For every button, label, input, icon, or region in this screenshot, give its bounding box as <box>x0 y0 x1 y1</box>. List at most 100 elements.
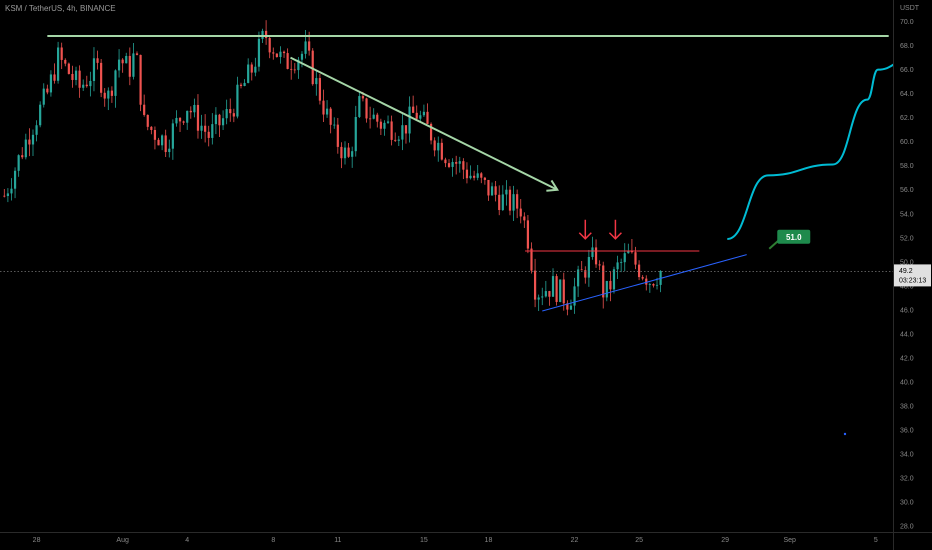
candle-body <box>17 155 20 171</box>
x-tick-label: 25 <box>635 537 643 544</box>
candle-body <box>429 123 433 141</box>
x-tick-label: 15 <box>420 537 428 544</box>
candle-body <box>178 117 182 122</box>
candle-body <box>598 264 601 266</box>
candle-body <box>211 124 214 138</box>
x-tick-label: 11 <box>334 537 341 544</box>
candle-body <box>78 70 81 88</box>
candle-body <box>415 112 418 119</box>
candle-body <box>196 104 200 131</box>
candle-body <box>537 297 540 300</box>
candle-body <box>322 100 325 115</box>
candle-body <box>627 250 630 254</box>
candle-body <box>214 114 217 125</box>
y-tick-label: 62.0 <box>900 115 914 122</box>
candle-body <box>193 104 196 113</box>
triangle-support-line <box>542 254 747 312</box>
candle-body <box>533 270 537 300</box>
candle-body <box>268 38 271 53</box>
candle-body <box>386 121 390 123</box>
target-badge <box>777 229 811 244</box>
candle-body <box>96 58 99 63</box>
candle-body <box>591 247 594 257</box>
candle-body <box>648 284 651 285</box>
candle-body <box>282 51 286 54</box>
candle-body <box>505 189 508 195</box>
candle-body <box>508 189 512 211</box>
candle-body <box>121 59 124 64</box>
y-tick-label: 64.0 <box>900 91 914 98</box>
candle-body <box>49 74 53 93</box>
candle-body <box>412 106 415 113</box>
candle-body <box>315 78 318 85</box>
candle-body <box>501 194 504 211</box>
y-tick-label: 28.0 <box>900 523 914 530</box>
last-price-label: 49.2 <box>899 268 913 275</box>
candle-body <box>239 84 243 86</box>
candle-body <box>333 124 336 126</box>
candle-body <box>89 80 92 87</box>
candle-body <box>379 121 382 129</box>
x-tick-label: 18 <box>485 537 493 544</box>
candle-body <box>6 193 9 197</box>
candle-body <box>336 124 339 147</box>
candle-body <box>641 277 644 279</box>
candle-body <box>577 269 580 287</box>
candle-body <box>390 121 393 140</box>
candle-body <box>408 106 411 134</box>
candle-body <box>437 142 440 151</box>
candle-body <box>157 139 160 146</box>
candle-body <box>587 256 590 278</box>
candle-body <box>609 280 612 290</box>
candle-body <box>221 118 225 126</box>
candle-body <box>143 104 146 115</box>
candle-body <box>229 109 232 114</box>
downtrend-arrow-head <box>546 179 560 192</box>
candle-body <box>376 114 379 122</box>
countdown-label: 03:23:13 <box>899 277 926 284</box>
candle-body <box>340 146 343 159</box>
candle-body <box>236 84 239 117</box>
y-tick-label: 40.0 <box>900 379 914 386</box>
downtrend-arrow-line <box>290 56 558 191</box>
candle-body <box>168 148 171 153</box>
candle-body <box>13 170 17 189</box>
candle-body <box>308 41 311 51</box>
price-axis: USDT 28.0 30.0 32.0 34.0 36.0 38.0 40.0 42.0 44.0… <box>893 0 932 550</box>
sell-arrow-head-icon <box>608 232 622 240</box>
candle-body <box>440 142 443 160</box>
candle-body <box>275 53 278 58</box>
candle-body <box>645 278 648 285</box>
candle-body <box>483 177 486 180</box>
candle-body <box>290 68 293 70</box>
candle-body <box>541 296 544 298</box>
candle-body <box>455 162 458 164</box>
candle-body <box>469 175 472 179</box>
candle-body <box>10 188 13 194</box>
candle-body <box>21 155 24 158</box>
candle-body <box>272 52 275 54</box>
y-tick-label: 58.0 <box>900 163 914 170</box>
x-tick-label: Sep <box>783 537 796 544</box>
chart-title: KSM / TetherUS, 4h, BINANCE <box>5 4 116 13</box>
candle-body <box>247 64 250 83</box>
candle-body <box>458 161 461 164</box>
candle-body <box>204 125 207 132</box>
candle-body <box>401 125 404 140</box>
y-tick-label: 50.0 <box>900 259 914 266</box>
candle-body <box>189 110 192 113</box>
x-tick-label: 8 <box>271 537 275 544</box>
y-tick-label: 52.0 <box>900 235 914 242</box>
candle-body <box>110 90 113 96</box>
y-tick-label: 42.0 <box>900 355 914 362</box>
y-tick-label: 56.0 <box>900 187 914 194</box>
y-tick-label: 66.0 <box>900 67 914 74</box>
candle-body <box>92 58 96 81</box>
candle-body <box>394 139 397 141</box>
candle-body <box>24 139 27 158</box>
candle-body <box>473 175 476 178</box>
candlestick-series <box>3 20 662 316</box>
candle-body <box>397 139 400 141</box>
candle-body <box>39 104 42 126</box>
